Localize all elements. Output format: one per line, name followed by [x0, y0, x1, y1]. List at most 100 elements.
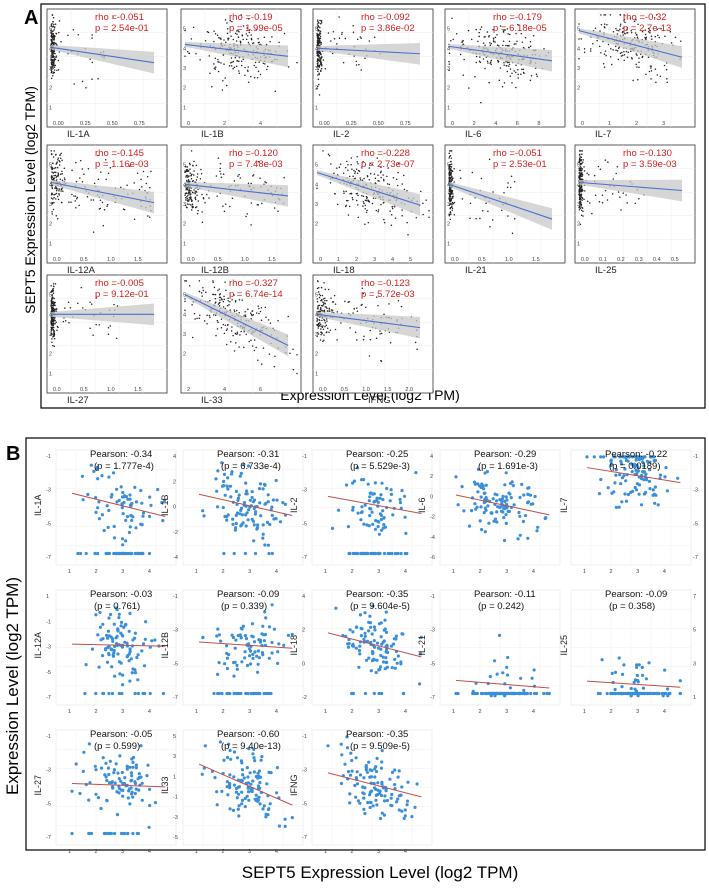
data-point — [233, 309, 235, 311]
data-point — [203, 744, 207, 748]
data-point — [232, 551, 236, 556]
data-point — [495, 672, 499, 676]
data-point — [51, 211, 53, 213]
data-point — [361, 551, 365, 556]
data-point — [330, 526, 335, 531]
data-point — [100, 171, 102, 173]
pearson-label: Pearson: -0.34 — [90, 449, 152, 460]
p-value-label: p = 1.16e-03 — [95, 159, 149, 170]
data-point — [58, 188, 61, 190]
data-point — [596, 39, 598, 42]
data-point — [128, 497, 132, 501]
data-point — [216, 469, 220, 473]
data-point — [229, 300, 231, 303]
data-point — [650, 70, 653, 72]
data-point — [374, 798, 378, 802]
data-point — [375, 337, 378, 340]
data-point — [133, 551, 137, 556]
p-value-label: p = 7.48e-03 — [229, 159, 283, 170]
data-point — [391, 207, 394, 210]
data-point — [632, 79, 634, 82]
x-tick-label: 1.5 — [268, 257, 276, 263]
y-tick-label: 5 — [49, 27, 52, 33]
data-point — [53, 58, 56, 61]
data-point — [50, 54, 52, 56]
confidence-band — [579, 28, 683, 69]
data-point — [262, 691, 266, 696]
data-point — [145, 774, 149, 778]
x-tick-label: 2 — [473, 121, 476, 127]
y-tick-label: 4 — [302, 594, 305, 600]
data-point — [184, 309, 186, 312]
data-point — [52, 55, 54, 58]
y-tick-label: 2 — [183, 86, 186, 92]
data-point — [184, 196, 187, 199]
y-tick-label: 2 — [173, 479, 176, 485]
data-point — [116, 771, 120, 775]
data-point — [196, 212, 199, 215]
data-point — [217, 661, 221, 665]
data-point — [635, 53, 637, 55]
y-tick-label: 3 — [173, 754, 176, 760]
data-point — [102, 224, 105, 227]
data-point — [377, 551, 381, 556]
data-point — [206, 30, 209, 33]
data-point — [390, 214, 393, 216]
data-point — [617, 505, 621, 509]
gene-label: IL-27 — [33, 775, 43, 796]
data-point — [667, 691, 671, 696]
y-tick-label: 2 — [447, 222, 450, 228]
data-point — [375, 209, 378, 212]
data-point — [316, 280, 319, 282]
data-point — [255, 526, 260, 530]
data-point — [396, 654, 400, 658]
pearson-label: Pearson: -0.35 — [346, 729, 408, 740]
data-point — [275, 766, 279, 770]
data-point — [319, 339, 322, 341]
data-point — [384, 656, 388, 660]
data-point — [201, 635, 205, 640]
data-point — [451, 178, 453, 181]
data-point — [320, 328, 322, 330]
rho-label: rho =-0.092 — [361, 12, 410, 23]
data-point — [318, 287, 320, 289]
data-point — [320, 58, 322, 60]
data-point — [318, 304, 321, 307]
data-point — [136, 691, 140, 696]
data-point — [228, 773, 232, 777]
data-point — [621, 51, 623, 54]
data-point — [318, 52, 321, 55]
data-point — [578, 177, 581, 180]
data-point — [605, 54, 607, 57]
data-point — [268, 802, 272, 806]
x-tick-label: 2 — [355, 257, 358, 263]
data-point — [368, 164, 371, 166]
pearson-label: Pearson: -0.03 — [90, 589, 152, 600]
y-tick-label: 4 — [315, 46, 318, 52]
data-point — [117, 660, 121, 664]
data-point — [380, 528, 384, 532]
data-point — [360, 478, 364, 482]
data-point — [242, 776, 246, 780]
data-point — [357, 648, 362, 653]
data-point — [356, 192, 359, 195]
data-point — [225, 518, 229, 522]
data-point — [356, 799, 360, 803]
data-point — [397, 162, 400, 165]
data-point — [262, 639, 266, 643]
data-point — [624, 499, 629, 503]
x-tick-label: 1 — [195, 569, 198, 575]
data-point — [253, 76, 256, 79]
data-point — [239, 471, 243, 476]
data-point — [326, 744, 330, 748]
data-point — [100, 513, 104, 517]
data-point — [449, 198, 452, 200]
data-point — [253, 551, 258, 556]
data-point — [230, 61, 232, 64]
data-point — [112, 622, 116, 626]
data-point — [317, 65, 319, 68]
y-tick-label: 4 — [577, 182, 580, 188]
x-tick-label: 0.1 — [599, 257, 607, 263]
data-point — [75, 161, 77, 164]
